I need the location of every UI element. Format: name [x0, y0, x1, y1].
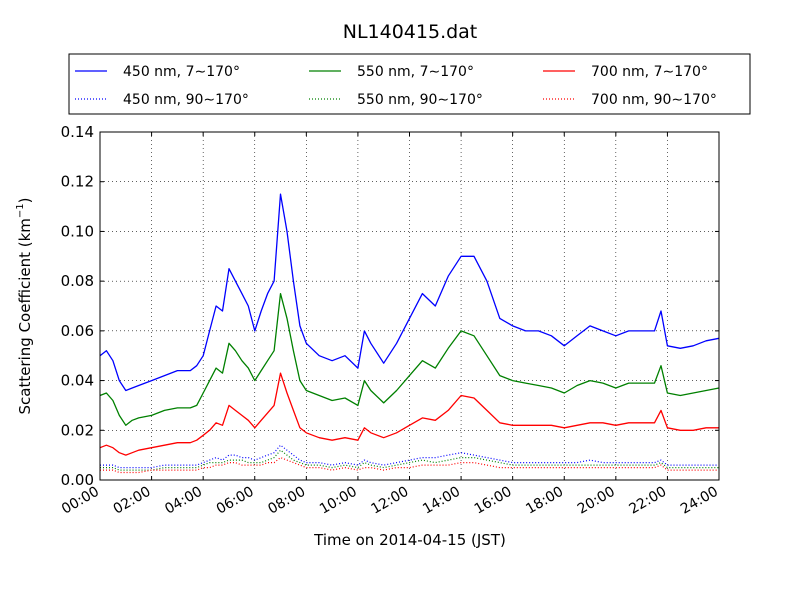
x-tick-label: 24:00 [678, 484, 721, 518]
legend-label-3: 450 nm, 90∼170° [123, 92, 249, 108]
legend-label-0: 450 nm, 7∼170° [123, 64, 240, 80]
x-tick-label: 10:00 [317, 484, 360, 518]
y-axis-label-close: ) [16, 197, 34, 203]
x-tick-label: 20:00 [575, 484, 618, 518]
x-tick-label: 06:00 [214, 484, 257, 518]
legend-label-2: 700 nm, 7∼170° [591, 64, 708, 80]
legend-label-4: 550 nm, 90∼170° [357, 92, 483, 108]
y-axis-label-superscript: −1 [15, 203, 26, 218]
x-tick-label: 12:00 [369, 484, 412, 518]
x-tick-label: 18:00 [523, 484, 566, 518]
y-tick-label: 0.02 [61, 421, 94, 439]
y-tick-label: 0.00 [61, 471, 94, 489]
legend: 450 nm, 7∼170° 550 nm, 7∼170° 700 nm, 7∼17… [68, 53, 751, 115]
y-tick-label: 0.12 [61, 173, 94, 191]
series-line-5 [100, 457, 719, 474]
x-tick-label: 08:00 [265, 484, 308, 518]
series-line-2 [99, 372, 719, 456]
x-tick-label: 04:00 [162, 484, 205, 518]
y-tick-label: 0.08 [61, 272, 94, 290]
y-tick-label: 0.14 [61, 123, 94, 141]
y-axis-label-main: Scattering Coefficient (km [16, 218, 34, 414]
series-line-3 [100, 444, 719, 469]
x-axis-label: Time on 2014-04-15 (JST) [313, 531, 506, 549]
y-tick-label: 0.04 [61, 372, 94, 390]
y-axis-label: Scattering Coefficient (km−1) [15, 197, 34, 414]
series-line-0 [99, 193, 720, 392]
y-tick-label: 0.06 [61, 322, 94, 340]
plot-frame [99, 131, 720, 481]
y-tick-label: 0.10 [61, 222, 94, 240]
legend-label-5: 700 nm, 90∼170° [591, 92, 717, 108]
series-line-1 [99, 292, 720, 426]
x-tick-label: 14:00 [420, 484, 463, 518]
legend-label-1: 550 nm, 7∼170° [357, 64, 474, 80]
x-tick-label: 16:00 [472, 484, 515, 518]
series-line-4 [100, 449, 719, 471]
x-tick-label: 22:00 [626, 484, 669, 518]
legend-box [68, 53, 751, 115]
chart-title: NL140415.dat [343, 21, 478, 43]
x-tick-label: 02:00 [111, 484, 154, 518]
